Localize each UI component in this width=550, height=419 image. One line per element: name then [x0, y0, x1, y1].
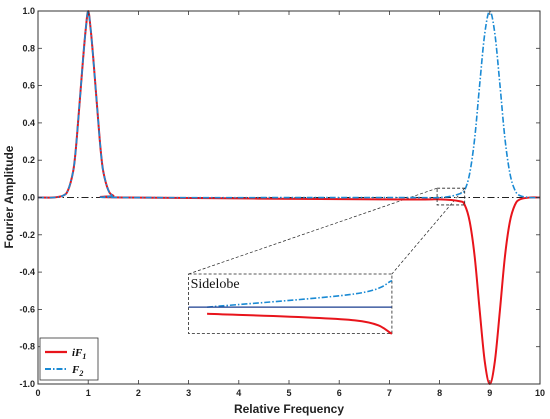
legend-label-f2: F2 — [71, 364, 83, 378]
x-tick-label: 9 — [487, 388, 492, 398]
y-tick-label: -0.2 — [19, 230, 35, 240]
inset-label: Sidelobe — [191, 277, 240, 292]
inset-series-line-f2 — [207, 279, 393, 308]
inset-series-line-if1 — [207, 312, 393, 335]
y-tick-label: -0.6 — [19, 304, 35, 314]
x-tick-label: 8 — [437, 388, 442, 398]
x-tick-label: 1 — [86, 388, 91, 398]
y-tick-label: -0.8 — [19, 342, 35, 352]
y-tick-label: -1.0 — [19, 379, 35, 389]
x-tick-label: 10 — [535, 388, 545, 398]
y-tick-label: 0.8 — [22, 43, 35, 53]
x-axis-title: Relative Frequency — [234, 402, 344, 416]
x-tick-label: 6 — [337, 388, 342, 398]
zoom-connector-right — [391, 187, 465, 275]
legend-label-if1: iF1 — [72, 347, 86, 361]
y-tick-label: -0.4 — [19, 267, 35, 277]
y-tick-label: 0.6 — [22, 81, 35, 91]
legend-subscript-if1: 1 — [82, 352, 86, 361]
x-tick-label: 7 — [387, 388, 392, 398]
x-tick-label: 5 — [286, 388, 291, 398]
legend-name-if1: iF — [72, 347, 83, 359]
x-tick-label: 2 — [136, 388, 141, 398]
series-line-f2 — [37, 10, 541, 199]
legend: iF1 F2 — [39, 337, 99, 381]
y-tick-label: 0.4 — [22, 118, 35, 128]
zoom-connector-left — [188, 187, 438, 275]
x-tick-label: 3 — [186, 388, 191, 398]
x-tick-label: 4 — [236, 388, 241, 398]
legend-name-f2: F — [71, 364, 80, 376]
x-tick-label: 0 — [35, 388, 40, 398]
y-axis-title: Fourier Amplitude — [2, 145, 16, 248]
y-tick-label: 1.0 — [22, 6, 35, 16]
y-tick-label: 0.2 — [22, 155, 35, 165]
y-tick-label: 0.0 — [22, 193, 35, 203]
legend-box — [39, 337, 99, 381]
zoom-source-box — [436, 187, 466, 206]
zoom-inset-box — [188, 273, 393, 335]
legend-subscript-f2: 2 — [78, 369, 83, 378]
